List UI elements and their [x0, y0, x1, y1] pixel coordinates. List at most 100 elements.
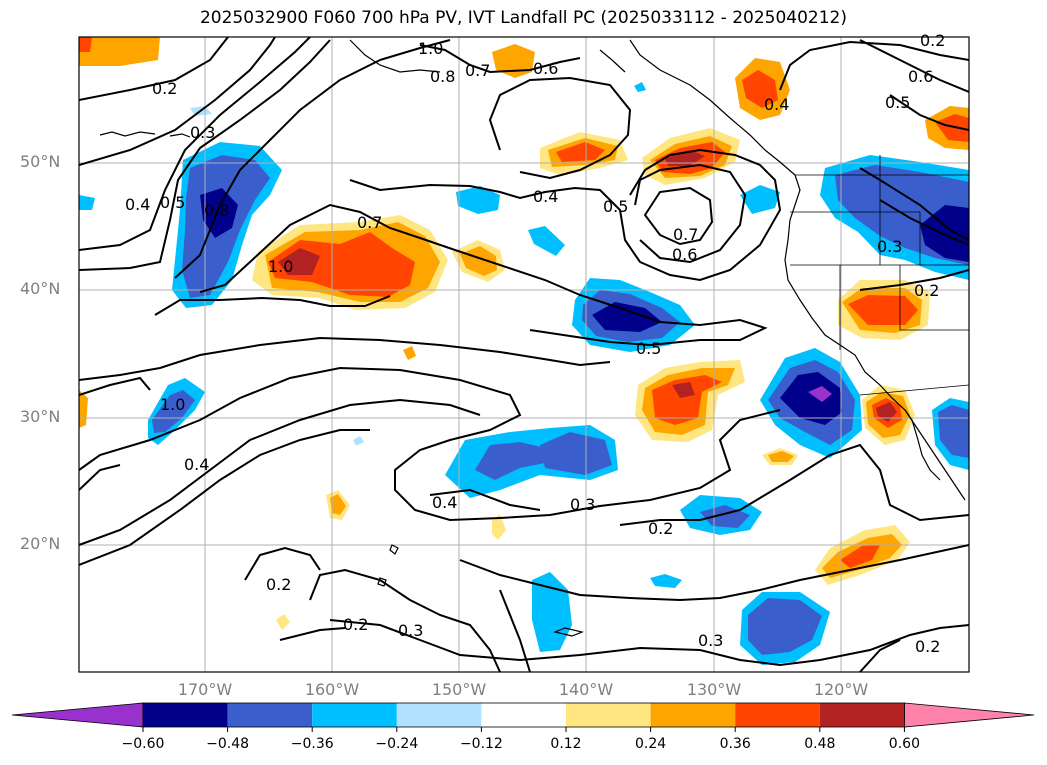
colorbar: [11, 702, 1035, 732]
negative-anomaly-blob: [808, 386, 832, 402]
contour-label: 0.6: [533, 59, 558, 78]
pv-contour-line: [859, 167, 969, 241]
pv-contour-line: [79, 37, 276, 166]
contour-label: 0.5: [885, 93, 910, 112]
colorbar-tick-label: −0.60: [121, 736, 165, 752]
colorbar-segment: [312, 703, 397, 727]
negative-anomaly-blob: [634, 82, 646, 92]
lon-label-150w: 150°W: [431, 680, 487, 699]
negative-anomaly-blob: [740, 185, 780, 214]
contour-label: 0.7: [465, 61, 490, 80]
contour-label: 0.2: [914, 281, 939, 300]
pv-contour-line: [889, 94, 969, 131]
lon-label-130w: 130°W: [686, 680, 742, 699]
positive-anomaly-blob: [492, 44, 535, 78]
positive-anomaly-blob: [79, 37, 160, 66]
colorbar-tick-label: 0.36: [719, 736, 751, 752]
pv-contour-line: [419, 44, 581, 74]
contour-label: 0.8: [204, 201, 229, 220]
pv-contour-line: [154, 295, 391, 316]
positive-anomaly-blob: [840, 545, 880, 568]
contour-label: 0.8: [430, 67, 455, 86]
pv-contour-line: [79, 464, 121, 491]
colorbar-segment: [143, 703, 228, 727]
lon-label-170w: 170°W: [177, 680, 233, 699]
contour-label: 0.4: [533, 187, 558, 206]
contour-label: 0.3: [877, 237, 902, 256]
contour-label: 0.2: [915, 637, 940, 656]
positive-anomaly-blob: [556, 142, 605, 162]
positive-anomaly-blob: [79, 390, 88, 428]
negative-anomaly-blob: [152, 390, 195, 433]
map-title: 2025032900 F060 700 hPa PV, IVT Landfall…: [199, 8, 847, 28]
colorbar-tick-label: 0.48: [804, 736, 836, 752]
pv-contour-line: [349, 148, 782, 282]
colorbar-segment: [396, 703, 482, 727]
coastlines: [99, 39, 969, 637]
positive-anomaly-blob: [403, 346, 416, 360]
lon-label-140w: 140°W: [558, 680, 614, 699]
pv-contours: [79, 37, 969, 672]
pv-contour-line: [244, 546, 321, 581]
contour-label: 0.3: [570, 495, 595, 514]
negative-anomaly-blob: [592, 302, 662, 332]
pv-contour-line: [79, 376, 151, 396]
contour-label: 0.3: [190, 123, 215, 142]
positive-anomaly-blob: [935, 114, 969, 142]
colorbar-segment: [735, 703, 820, 727]
lat-label-50n: 50°N: [20, 152, 61, 171]
colorbar-segment: [481, 703, 566, 727]
contour-label: 0.2: [152, 79, 177, 98]
contour-label: 1.0: [418, 39, 443, 58]
pv-contour-line: [634, 163, 747, 264]
contour-label: 0.5: [603, 197, 628, 216]
positive-anomaly-blob: [876, 402, 897, 422]
negative-anomaly-blob: [532, 572, 572, 652]
contour-label: 1.0: [160, 395, 185, 414]
contour-label: 0.5: [160, 193, 185, 212]
positive-anomaly-blob: [742, 70, 778, 108]
lat-label-20n: 20°N: [20, 534, 61, 553]
contour-label: 0.4: [764, 95, 789, 114]
pv-contour-line: [329, 619, 969, 667]
colorbar-tick-label: −0.36: [290, 736, 334, 752]
contour-label: 0.6: [672, 245, 697, 264]
pv-contour-line: [779, 40, 969, 91]
pv-contour-line: [429, 488, 541, 511]
contour-label: 0.2: [648, 519, 673, 538]
colorbar-tick-label: −0.48: [206, 736, 250, 752]
contour-label: 0.7: [357, 213, 382, 232]
colorbar-tick-label: −0.24: [375, 736, 419, 752]
pv-contour-line: [879, 199, 969, 246]
pv-contour-line: [309, 568, 501, 672]
positive-anomaly-blob: [278, 248, 320, 275]
positive-anomaly-blob: [276, 614, 290, 630]
contour-label: 1.0: [268, 257, 293, 276]
colorbar-segment: [566, 703, 651, 727]
contour-label: 0.5: [636, 339, 661, 358]
negative-anomaly-blob: [456, 186, 500, 214]
lon-label-160w: 160°W: [304, 680, 360, 699]
negative-anomaly-blob: [353, 436, 364, 446]
pv-contour-line: [79, 398, 481, 546]
colorbar-extend-high: [904, 702, 1035, 728]
contour-label: 0.2: [343, 615, 368, 634]
positive-anomaly-blob: [330, 494, 346, 515]
positive-anomaly-blob: [460, 246, 497, 276]
pv-contour-line: [459, 544, 969, 602]
negative-anomaly-blob: [540, 432, 612, 475]
positive-anomaly-blob: [768, 451, 794, 462]
positive-anomaly-blob: [672, 382, 695, 398]
positive-anomaly-blob: [79, 37, 92, 52]
pv-contour-line: [79, 37, 229, 101]
contour-label: 0.2: [920, 31, 945, 50]
colorbar-tick-label: 0.12: [550, 736, 582, 752]
pv-contour-line: [79, 336, 611, 381]
pv-contour-line: [488, 76, 632, 180]
colorbar-extend-low: [11, 702, 144, 728]
positive-anomaly-blob: [492, 514, 506, 540]
pv-contour-line: [499, 589, 531, 672]
negative-anomaly-blob: [748, 598, 822, 655]
pv-contour-line: [174, 39, 451, 279]
